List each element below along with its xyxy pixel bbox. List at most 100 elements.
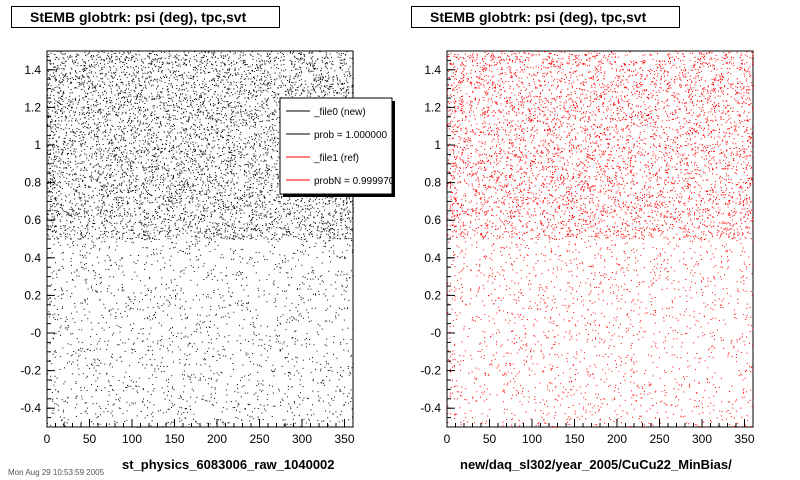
data-point: [258, 214, 260, 216]
data-point: [117, 93, 119, 95]
data-point: [310, 204, 312, 206]
data-point: [282, 208, 284, 210]
data-point: [152, 177, 154, 178]
data-point: [170, 136, 172, 138]
data-point: [173, 118, 175, 120]
data-point: [227, 132, 229, 134]
data-point: [274, 232, 276, 234]
data-point: [57, 123, 59, 125]
data-point: [192, 143, 194, 145]
data-point: [269, 201, 271, 203]
data-point: [153, 97, 155, 99]
data-point: [111, 236, 113, 238]
data-point: [144, 197, 146, 199]
data-point: [108, 141, 110, 143]
data-point: [204, 55, 205, 57]
data-point: [260, 154, 261, 156]
data-point: [66, 214, 68, 216]
data-point: [259, 168, 260, 170]
data-point: [107, 182, 109, 184]
data-point: [97, 65, 99, 67]
data-point: [222, 203, 224, 205]
data-point: [250, 146, 251, 148]
data-point: [161, 70, 163, 72]
data-point: [249, 110, 251, 112]
data-point: [332, 80, 334, 82]
data-point: [304, 235, 306, 237]
data-point: [122, 232, 124, 234]
data-point: [303, 87, 305, 89]
data-point: [52, 131, 54, 133]
data-point: [100, 216, 102, 217]
data-point: [61, 68, 63, 70]
data-point: [230, 171, 232, 172]
data-point: [273, 130, 275, 132]
data-point: [161, 70, 163, 72]
data-point: [228, 195, 230, 196]
data-point: [261, 104, 263, 106]
data-point: [285, 69, 287, 71]
data-point: [152, 166, 153, 168]
data-point: [300, 84, 302, 86]
data-point: [133, 147, 135, 148]
data-point: [168, 83, 170, 85]
data-point: [329, 225, 331, 227]
data-point: [57, 182, 59, 184]
data-point: [133, 223, 135, 225]
data-point: [193, 124, 195, 125]
data-point: [301, 198, 303, 200]
data-point: [151, 127, 153, 129]
data-point: [110, 186, 112, 188]
data-point: [115, 71, 117, 73]
data-point: [234, 136, 235, 138]
data-point: [341, 220, 343, 222]
data-point: [184, 204, 186, 206]
data-point: [183, 224, 185, 226]
data-point: [283, 75, 285, 77]
data-point: [300, 57, 302, 59]
data-point: [105, 219, 107, 221]
data-point: [176, 85, 178, 86]
data-point: [165, 200, 167, 202]
data-point: [119, 213, 121, 215]
data-point: [75, 135, 77, 137]
data-point: [227, 101, 229, 103]
data-point: [103, 150, 105, 152]
data-point: [82, 97, 84, 99]
data-point: [77, 82, 79, 84]
data-point: [126, 226, 128, 228]
data-point: [75, 71, 76, 73]
data-point: [228, 104, 229, 106]
data-point: [240, 154, 242, 156]
data-point: [322, 202, 324, 204]
data-point: [121, 97, 123, 98]
data-point: [55, 199, 57, 201]
data-point: [195, 214, 197, 216]
data-point: [249, 220, 251, 222]
data-point: [124, 104, 126, 106]
data-point: [247, 224, 248, 226]
data-point: [253, 76, 255, 78]
data-point: [194, 189, 196, 191]
data-point: [104, 217, 106, 219]
data-point: [309, 93, 311, 95]
data-point: [171, 99, 173, 101]
data-point: [71, 141, 73, 143]
data-point: [83, 112, 85, 114]
data-point: [137, 95, 138, 97]
data-point: [230, 171, 231, 173]
data-point: [226, 172, 228, 174]
data-point: [234, 187, 236, 189]
data-point: [236, 198, 238, 199]
data-point: [274, 138, 276, 140]
data-point: [129, 188, 131, 190]
data-point: [132, 120, 134, 122]
data-point: [219, 229, 221, 231]
data-point: [100, 158, 102, 159]
data-point: [107, 157, 109, 159]
data-point: [323, 228, 325, 230]
data-point: [222, 204, 224, 206]
data-point: [94, 133, 95, 135]
data-point: [332, 196, 334, 198]
data-point: [242, 84, 244, 86]
